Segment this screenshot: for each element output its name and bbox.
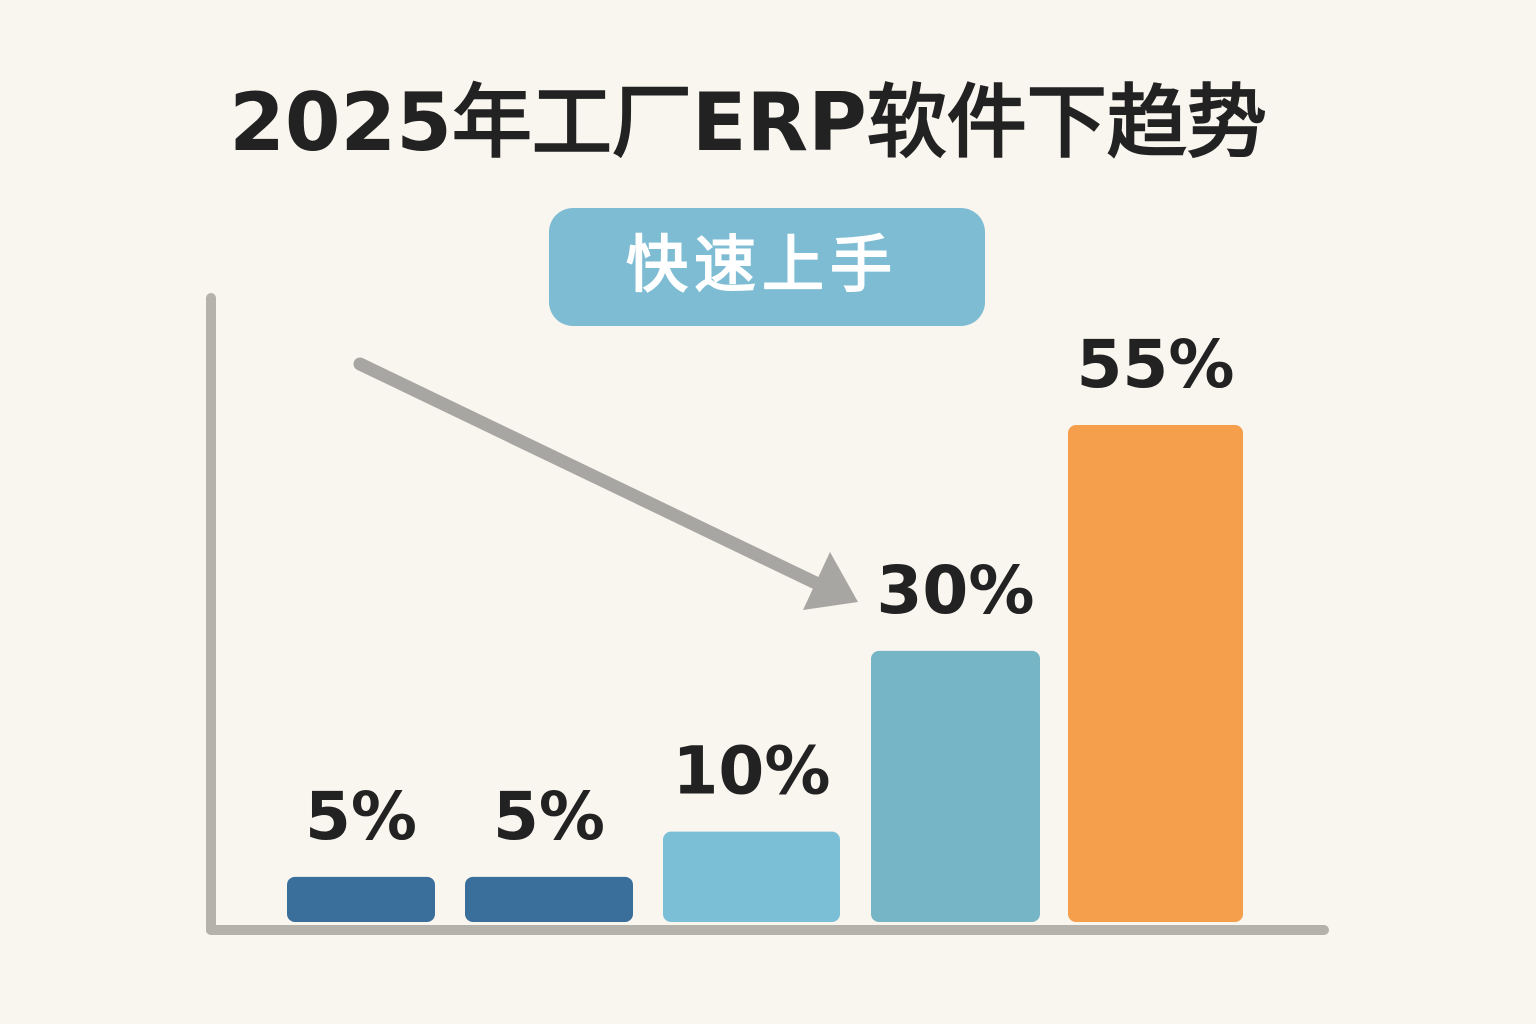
value-label: 30%: [877, 552, 1035, 629]
value-label: 5%: [493, 778, 605, 855]
bar: [663, 831, 840, 922]
arrow-head: [803, 552, 858, 610]
bar: [871, 650, 1040, 922]
bar: [287, 876, 435, 922]
value-label: 5%: [305, 778, 417, 855]
value-label: 10%: [673, 733, 831, 810]
trend-arrow: [353, 357, 858, 610]
chart-title: 2025年工厂ERP软件下趋势: [229, 76, 1267, 169]
bar: [465, 876, 633, 922]
badge: [549, 208, 985, 326]
arrow-shaft: [353, 357, 827, 592]
bar: [1068, 425, 1243, 922]
badge-text: 快速上手: [626, 228, 898, 301]
value-label: 55%: [1077, 326, 1235, 403]
